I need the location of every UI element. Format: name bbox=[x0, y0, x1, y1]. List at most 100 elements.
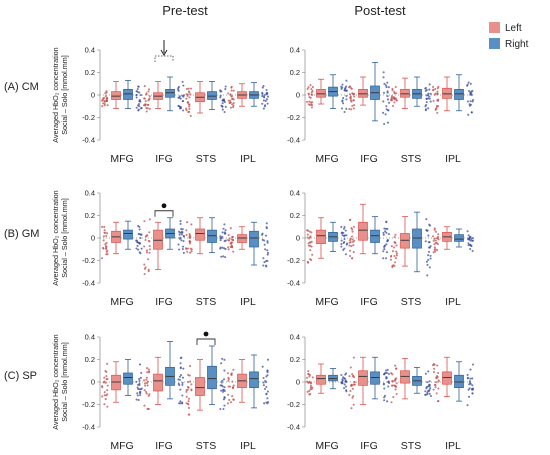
data-dot bbox=[383, 82, 386, 85]
data-dot bbox=[181, 402, 184, 405]
data-dot bbox=[229, 401, 233, 404]
category-label-mfg: MFG bbox=[315, 440, 338, 452]
data-dot bbox=[104, 369, 107, 373]
data-dot bbox=[187, 397, 191, 400]
panel-C-post: 0.4 0.2 0 -0.2 -0.4 MFG IFG STS IPL bbox=[287, 333, 475, 452]
data-dot bbox=[340, 382, 343, 385]
data-dot bbox=[146, 367, 149, 370]
box-left-mfg bbox=[316, 229, 326, 244]
data-dot bbox=[428, 223, 431, 226]
data-dot bbox=[138, 228, 141, 231]
data-dot bbox=[220, 362, 223, 365]
data-dot bbox=[384, 230, 387, 233]
data-dot bbox=[139, 237, 142, 240]
data-dot bbox=[340, 225, 343, 229]
data-dot bbox=[382, 231, 385, 234]
data-dot bbox=[266, 374, 269, 377]
data-dot bbox=[185, 87, 188, 91]
data-dot bbox=[391, 89, 394, 92]
data-dot bbox=[395, 252, 398, 255]
data-dot bbox=[429, 394, 432, 398]
data-dot bbox=[219, 89, 222, 92]
data-dot bbox=[231, 235, 235, 239]
category-label-mfg: MFG bbox=[110, 153, 133, 165]
data-dot bbox=[391, 380, 394, 383]
data-dot bbox=[103, 376, 106, 379]
data-dot bbox=[231, 103, 234, 106]
category-label-mfg: MFG bbox=[110, 296, 133, 308]
data-dot bbox=[434, 87, 437, 91]
data-dot bbox=[385, 243, 388, 246]
data-dot bbox=[469, 103, 472, 106]
data-dot bbox=[434, 107, 438, 111]
data-dot bbox=[222, 388, 225, 391]
data-dot bbox=[188, 236, 191, 240]
data-dot bbox=[188, 110, 191, 113]
data-dot bbox=[145, 110, 148, 113]
data-dot bbox=[265, 375, 268, 378]
data-dot bbox=[394, 233, 397, 236]
data-dot bbox=[340, 243, 343, 246]
data-dot bbox=[427, 258, 430, 261]
significance-bracket bbox=[154, 210, 174, 217]
y-tick-label: -0.4 bbox=[82, 423, 95, 432]
data-dot bbox=[228, 385, 232, 388]
data-dot bbox=[104, 245, 108, 248]
data-dot bbox=[428, 88, 431, 91]
data-dot bbox=[427, 254, 430, 257]
data-dot bbox=[188, 413, 191, 416]
data-dot bbox=[395, 377, 398, 380]
data-dot bbox=[219, 235, 222, 238]
data-dot bbox=[229, 227, 232, 230]
data-dot bbox=[391, 87, 394, 90]
data-dot bbox=[224, 229, 227, 232]
category-label-mfg: MFG bbox=[110, 440, 133, 452]
data-dot bbox=[383, 123, 386, 126]
data-dot bbox=[227, 385, 230, 388]
data-dot bbox=[224, 256, 227, 259]
data-dot bbox=[349, 254, 352, 258]
data-dot bbox=[232, 106, 235, 109]
data-dot bbox=[223, 110, 226, 114]
data-dot bbox=[434, 241, 437, 245]
data-dot bbox=[342, 227, 346, 230]
data-dot bbox=[433, 228, 436, 231]
data-dot bbox=[188, 380, 192, 383]
data-dot bbox=[384, 371, 387, 375]
data-dot bbox=[386, 238, 389, 241]
category-label-ipl: IPL bbox=[240, 153, 256, 165]
data-dot bbox=[428, 266, 431, 269]
data-dot bbox=[140, 107, 143, 110]
data-dot bbox=[310, 106, 313, 109]
box-right-sts bbox=[207, 91, 217, 100]
data-dot bbox=[138, 91, 141, 94]
data-dot bbox=[429, 254, 432, 257]
data-dot bbox=[136, 244, 139, 247]
data-dot bbox=[101, 98, 104, 101]
data-dot bbox=[427, 370, 430, 373]
y-tick-label: -0.4 bbox=[287, 136, 300, 145]
box-left-mfg bbox=[316, 374, 326, 385]
data-dot bbox=[431, 235, 435, 238]
data-dot bbox=[181, 248, 184, 251]
data-dot bbox=[427, 234, 430, 237]
data-dot bbox=[309, 384, 312, 387]
data-dot bbox=[307, 261, 310, 264]
data-dot bbox=[137, 85, 140, 88]
data-dot bbox=[436, 364, 439, 367]
data-dot bbox=[103, 394, 106, 397]
data-dot bbox=[231, 395, 234, 398]
data-dot bbox=[437, 371, 440, 375]
data-dot bbox=[266, 390, 270, 393]
data-dot bbox=[308, 389, 311, 392]
data-dot bbox=[232, 398, 235, 401]
box-right-mfg bbox=[123, 89, 133, 100]
data-dot bbox=[147, 368, 150, 371]
data-dot bbox=[266, 95, 270, 98]
data-dot bbox=[307, 86, 310, 89]
data-dot bbox=[189, 114, 192, 117]
data-dot bbox=[227, 376, 230, 379]
box-left-mfg bbox=[316, 89, 326, 98]
data-dot bbox=[227, 233, 230, 237]
data-dot bbox=[309, 249, 312, 252]
